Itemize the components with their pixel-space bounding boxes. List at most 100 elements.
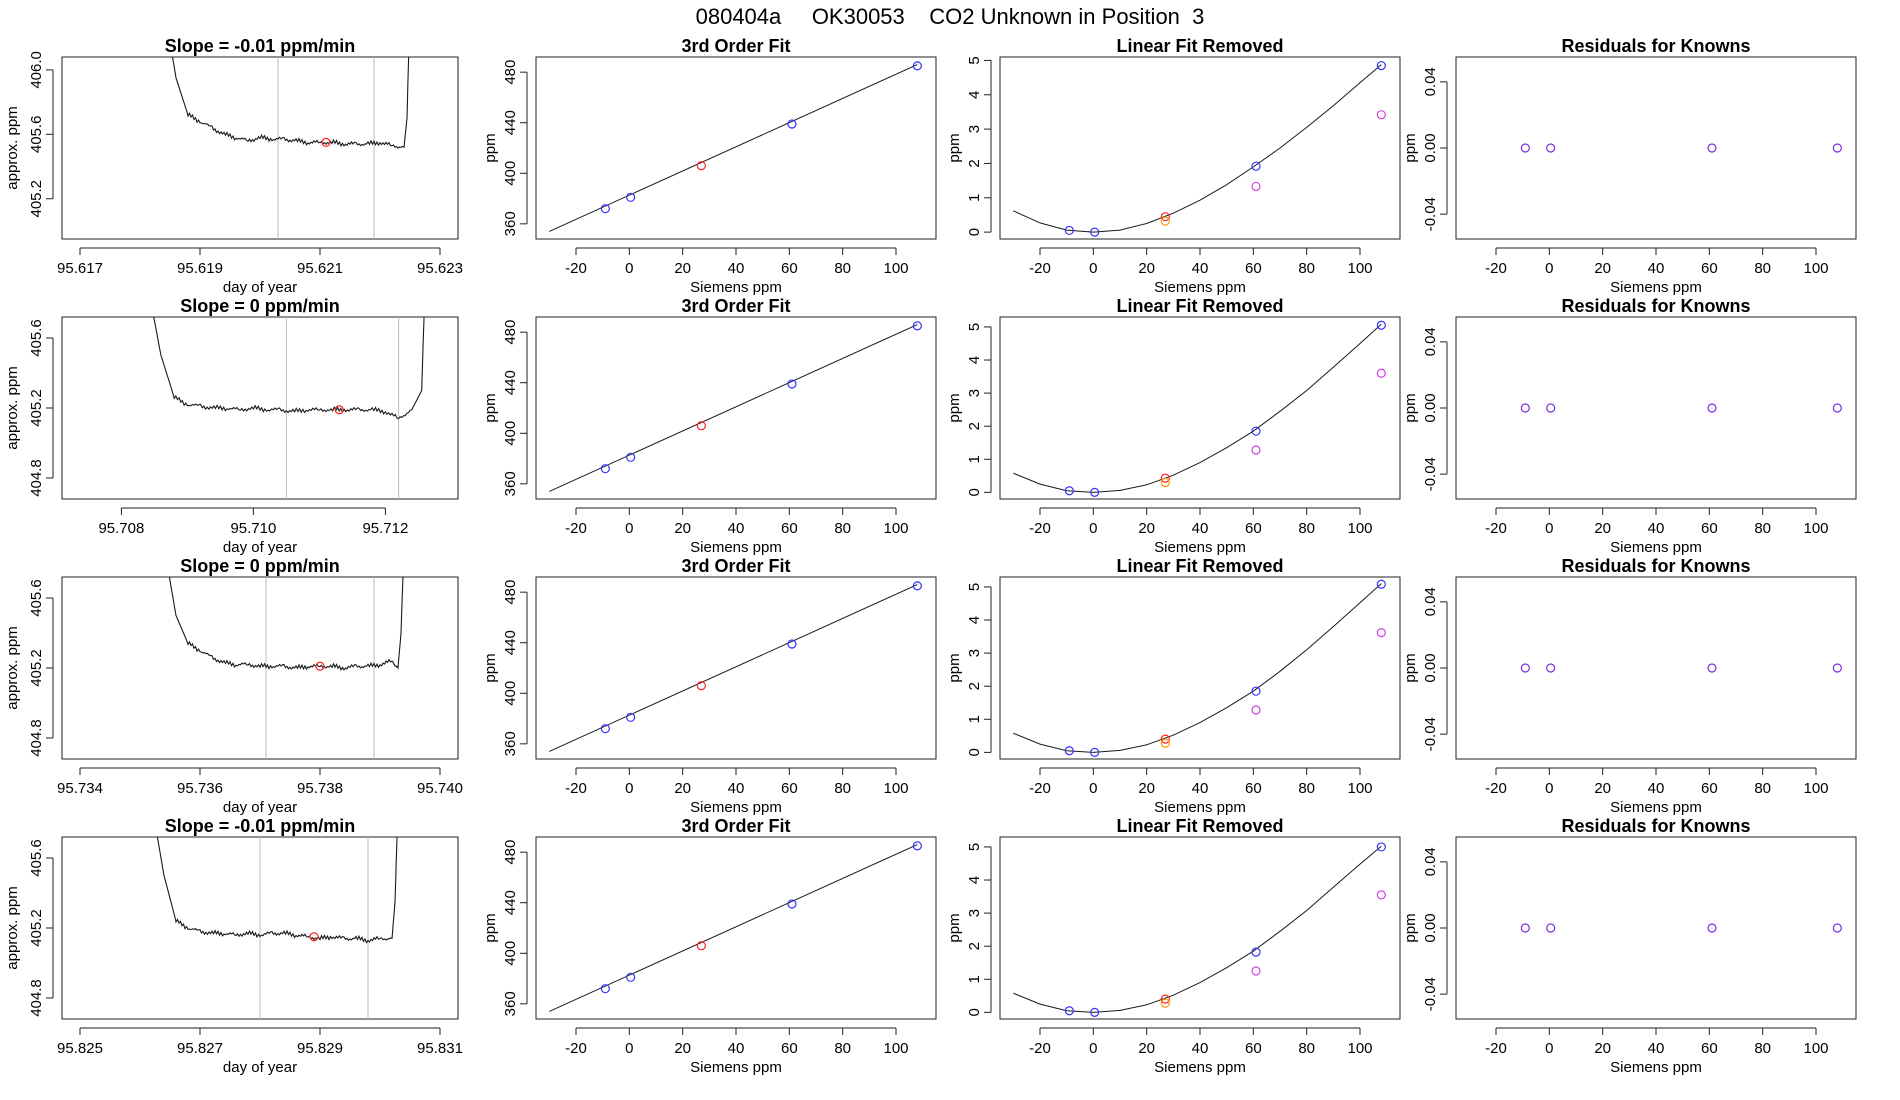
x-axis-label: Siemens ppm — [690, 1059, 782, 1076]
y-tick-label: 404.8 — [28, 719, 45, 757]
data-layer — [549, 581, 922, 752]
co2-trace-line — [171, 57, 410, 149]
y-axis-label: ppm — [482, 393, 499, 422]
panel-r2-c1: Slope = 0 ppm/min 95.708 95.710 95.712 day o… — [4, 296, 459, 556]
panel-r4-c4: Residuals for Knowns -20 0 20 40 60 80 100 Sieme… — [1402, 816, 1857, 1076]
y-axis-label: approx. ppm — [4, 886, 21, 969]
linear_removed-point — [1376, 890, 1386, 900]
y-tick-label: 3 — [966, 909, 983, 917]
panel-title: Linear Fit Removed — [1116, 816, 1283, 836]
unknown-mean-point — [309, 932, 319, 942]
y-tick-label: 400 — [502, 421, 519, 446]
known-point — [787, 119, 797, 129]
linear_removed-point — [1251, 445, 1261, 455]
linear_removed-point — [1251, 705, 1261, 715]
x-tick-label: 20 — [1594, 520, 1611, 537]
unknown-point — [696, 161, 706, 171]
x-tick-label: 0 — [1545, 780, 1553, 797]
x-tick-label: 100 — [1347, 780, 1372, 797]
panel-title: 3rd Order Fit — [681, 296, 790, 316]
fit-curve — [1013, 583, 1382, 753]
panel-title: Linear Fit Removed — [1116, 556, 1283, 576]
known-point — [1251, 686, 1261, 696]
data-layer — [549, 321, 922, 492]
panel-r1-c1: Slope = -0.01 ppm/min 95.617 95.619 95.621 9… — [4, 36, 463, 296]
y-tick-label: -0.04 — [1422, 457, 1439, 491]
known-point — [1090, 1007, 1100, 1017]
known-point — [600, 984, 610, 994]
x-tick-label: 20 — [1138, 260, 1155, 277]
known-point — [1090, 227, 1100, 237]
x-tick-label: 80 — [1754, 260, 1771, 277]
known-point — [626, 192, 636, 202]
y-axis-label: ppm — [482, 913, 499, 942]
x-tick-label: 95.825 — [57, 1040, 103, 1057]
x-tick-label: 80 — [834, 1040, 851, 1057]
x-tick-label: 20 — [1594, 780, 1611, 797]
plot-frame — [535, 836, 937, 1020]
y-tick-label: 360 — [502, 991, 519, 1016]
co2-trace-line — [156, 837, 398, 944]
panel-title: Residuals for Knowns — [1561, 36, 1750, 56]
y-axis-label: approx. ppm — [4, 626, 21, 709]
x-tick-label: 40 — [1648, 1040, 1665, 1057]
x-tick-label: 100 — [1347, 260, 1372, 277]
x-tick-label: 0 — [1089, 520, 1097, 537]
residual-point — [1520, 923, 1530, 933]
x-tick-label: 80 — [1754, 780, 1771, 797]
y-tick-label: 4 — [966, 356, 983, 364]
plot-frame — [535, 56, 937, 240]
panel-title: Slope = 0 ppm/min — [180, 296, 340, 316]
y-tick-label: -0.04 — [1422, 717, 1439, 751]
x-tick-label: 95.736 — [177, 780, 223, 797]
x-tick-label: 20 — [674, 1040, 691, 1057]
data-layer — [549, 841, 922, 1012]
residual-point — [1546, 143, 1556, 153]
linear_removed-point — [1251, 966, 1261, 976]
panel-r3-c4: Residuals for Knowns -20 0 20 40 60 80 100 Sieme… — [1402, 556, 1857, 816]
y-tick-label: 440 — [502, 890, 519, 915]
unknown-point — [696, 941, 706, 951]
x-axis-label: day of year — [223, 799, 297, 816]
x-axis-label: day of year — [223, 279, 297, 296]
known-point — [1376, 60, 1386, 71]
panel-r4-c1: Slope = -0.01 ppm/min 95.825 95.827 95.829 9… — [4, 816, 463, 1076]
y-tick-label: 480 — [502, 320, 519, 345]
x-tick-label: 95.623 — [417, 260, 463, 277]
x-tick-label: 100 — [1347, 1040, 1372, 1057]
x-tick-label: -20 — [1029, 1040, 1051, 1057]
panel-title: 3rd Order Fit — [681, 36, 790, 56]
y-tick-label: 1 — [966, 455, 983, 463]
plot-frame — [999, 56, 1401, 240]
x-tick-label: 60 — [1701, 1040, 1718, 1057]
known-point — [1090, 747, 1100, 757]
known-point — [787, 899, 797, 909]
y-tick-label: 0 — [966, 1008, 983, 1016]
known-point — [600, 464, 610, 474]
y-tick-label: 405.2 — [28, 649, 45, 687]
x-tick-label: 95.619 — [177, 260, 223, 277]
y-tick-label: 406.0 — [28, 51, 45, 89]
x-tick-label: 60 — [781, 260, 798, 277]
x-tick-label: 0 — [625, 780, 633, 797]
data-layer — [1520, 663, 1842, 673]
y-tick-label: 360 — [502, 471, 519, 496]
unknown-point — [696, 421, 706, 431]
x-tick-label: 100 — [1803, 780, 1828, 797]
unknown_alt-point — [1160, 738, 1170, 748]
known-point — [1251, 161, 1261, 171]
x-tick-label: 80 — [1298, 260, 1315, 277]
plot-frame — [61, 316, 459, 500]
panel-r1-c3: Linear Fit Removed-20 0 20 40 60 80 100Siemens… — [946, 36, 1401, 296]
known-point — [1251, 426, 1261, 436]
fit-line — [549, 584, 918, 752]
x-tick-label: 40 — [1192, 520, 1209, 537]
panel-title: Residuals for Knowns — [1561, 556, 1750, 576]
linear_removed-point — [1376, 110, 1386, 120]
x-axis-label: Siemens ppm — [1610, 539, 1702, 556]
residual-point — [1546, 663, 1556, 673]
x-tick-label: 0 — [625, 260, 633, 277]
y-tick-label: 400 — [502, 681, 519, 706]
residual-point — [1707, 143, 1717, 153]
y-tick-label: 0 — [966, 488, 983, 496]
